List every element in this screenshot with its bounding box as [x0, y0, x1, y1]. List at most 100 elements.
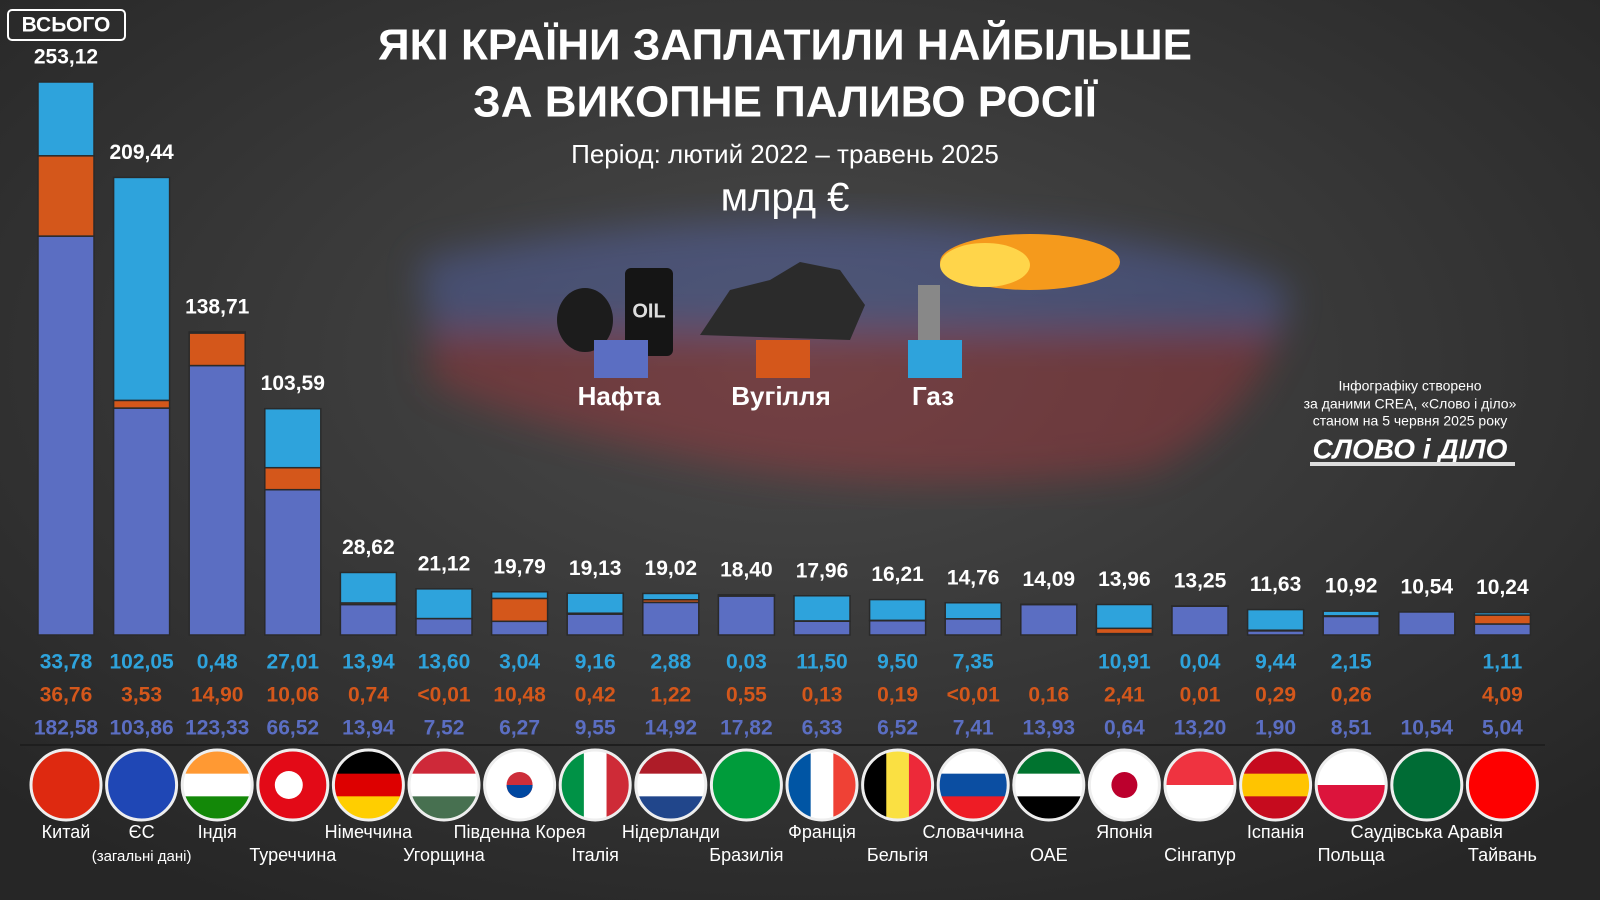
- total-label: 18,40: [720, 558, 773, 581]
- gas-icon: [918, 234, 1120, 345]
- bar-segment: [566, 613, 624, 636]
- bar-segment: [793, 595, 851, 622]
- category-label: Італія: [572, 845, 619, 865]
- flag-disc: [1111, 772, 1138, 798]
- value-label: <0,01: [947, 684, 1000, 707]
- flag-stripe: [788, 751, 812, 819]
- value-label: 10,91: [1098, 651, 1151, 674]
- total-label: 14,09: [1023, 568, 1076, 591]
- value-label: 14,90: [191, 684, 244, 707]
- flag-disc: [274, 771, 303, 799]
- value-label: 7,41: [953, 717, 994, 740]
- flag-stripe: [636, 796, 705, 819]
- value-label: 0,29: [1255, 684, 1296, 707]
- flag: [1239, 748, 1313, 822]
- bar-segment: [868, 620, 927, 636]
- flag-stripe: [1468, 751, 1537, 819]
- unit: млрд €: [721, 176, 850, 220]
- value-label: 2,88: [650, 651, 691, 674]
- category-label: Польща: [1318, 845, 1386, 865]
- category-label: ЄС: [129, 822, 155, 842]
- category-label: Іспанія: [1247, 822, 1304, 842]
- value-label: 6,27: [499, 717, 540, 740]
- flag-stripe: [334, 751, 403, 775]
- category-label: Бразилія: [709, 845, 783, 865]
- flag: [331, 748, 405, 822]
- category-label: ОАЕ: [1030, 845, 1068, 865]
- flag: [1465, 748, 1539, 822]
- value-label: 9,44: [1255, 651, 1296, 674]
- bar-segment: [1473, 611, 1532, 616]
- value-label: 0,64: [1104, 717, 1145, 740]
- flag-stripe: [1241, 773, 1310, 797]
- bar-segment: [415, 617, 473, 636]
- total-label: 103,59: [261, 372, 325, 395]
- value-label: 0,16: [1028, 684, 1069, 707]
- total-label: 16,21: [871, 563, 924, 586]
- value-label: 1,11: [1483, 651, 1523, 674]
- flag-stripe: [636, 773, 705, 797]
- flag-stripe: [1014, 796, 1083, 819]
- value-label: 36,76: [40, 684, 93, 707]
- total-label: 19,13: [569, 557, 622, 580]
- coal-icon: [700, 262, 865, 340]
- flag: [256, 748, 330, 822]
- bar-segment: [1322, 615, 1380, 636]
- flag-ring: [407, 748, 481, 822]
- value-label: 4,09: [1482, 684, 1523, 707]
- value-label: 3,53: [121, 684, 162, 707]
- flag-ring: [861, 748, 935, 822]
- flag: [1012, 748, 1086, 822]
- chart-title: ЗА ВИКОПНЕ ПАЛИВО РОСІЇ: [473, 78, 1099, 127]
- category-label: Тайвань: [1468, 845, 1537, 865]
- bar-segment: [566, 592, 624, 614]
- flag-ring: [1314, 748, 1388, 822]
- flag-ring: [180, 748, 254, 822]
- flag-stripe: [939, 751, 1008, 775]
- category-label: Південна Корея: [454, 822, 586, 842]
- value-label: 13,93: [1023, 717, 1076, 740]
- bar-segment: [490, 597, 549, 623]
- total-label: 10,24: [1476, 576, 1529, 599]
- bar-segment: [188, 331, 246, 334]
- bar-segment: [1246, 608, 1305, 631]
- value-label: 182,58: [34, 717, 99, 740]
- total-label: 17,96: [796, 559, 849, 582]
- flag: [29, 748, 103, 822]
- value-label: 0,74: [348, 684, 389, 707]
- value-label: 102,05: [109, 651, 174, 674]
- flag-stripe: [410, 796, 478, 819]
- flag-ring: [1163, 748, 1237, 822]
- total-label: 253,12: [34, 46, 98, 69]
- value-label: <0,01: [417, 684, 470, 707]
- value-label: 10,06: [267, 684, 320, 707]
- flag: [1163, 748, 1237, 822]
- bar-segment: [112, 399, 171, 409]
- bar-segment: [339, 603, 398, 636]
- value-label: 123,33: [185, 717, 249, 740]
- flag-ring: [1012, 748, 1086, 822]
- flag-stripe: [939, 796, 1008, 819]
- value-label: 7,35: [953, 651, 994, 674]
- category-label: Японія: [1096, 822, 1152, 842]
- category-label: Угорщина: [403, 845, 486, 865]
- category-label: Німеччина: [325, 822, 414, 842]
- flag: [936, 748, 1010, 822]
- flag-ring: [785, 748, 859, 822]
- value-label: 103,86: [109, 717, 173, 740]
- value-label: 13,94: [342, 651, 395, 674]
- flag-stripe: [1241, 796, 1310, 819]
- flag-stripe: [561, 751, 585, 819]
- bar-segment: [1095, 627, 1154, 635]
- flag-ring: [634, 748, 708, 822]
- flag: [1390, 748, 1464, 822]
- bar-segment: [1171, 605, 1229, 636]
- value-label: 6,33: [802, 717, 843, 740]
- bar-segment: [642, 601, 700, 636]
- total-heading: ВСЬОГО: [22, 14, 111, 37]
- value-label: 9,55: [575, 717, 616, 740]
- logo: СЛОВО і ДІЛО: [1313, 433, 1508, 464]
- category-label: Бельгія: [867, 845, 928, 865]
- bar-segment: [112, 176, 171, 402]
- flag-stripe: [107, 751, 176, 819]
